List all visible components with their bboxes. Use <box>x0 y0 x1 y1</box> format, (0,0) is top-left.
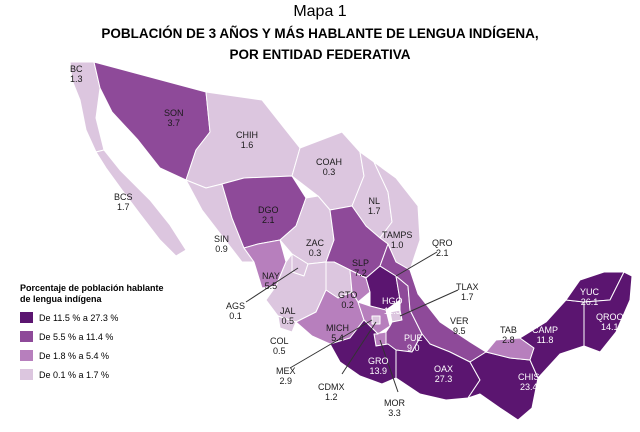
map-legend: Porcentaje de población hablante de leng… <box>20 283 170 381</box>
state-label-ver: VER 9.5 <box>450 316 469 336</box>
legend-label: De 11.5 % a 27.3 % <box>39 312 119 323</box>
state-label-col: COL 0.5 <box>270 336 289 356</box>
state-label-gto: GTO 0.2 <box>338 290 358 310</box>
state-label-gro: GRO 13.9 <box>368 356 389 376</box>
state-label-zac: ZAC 0.3 <box>306 238 324 258</box>
state-shape-col <box>277 315 297 333</box>
state-label-yuc: YUC 26.1 <box>580 287 600 307</box>
state-label-tab: TAB 2.8 <box>500 325 517 345</box>
state-label-coah: COAH 0.3 <box>316 157 343 177</box>
legend-swatch <box>20 331 33 342</box>
state-label-camp: CAMP 11.8 <box>532 325 559 345</box>
map-title-line1: POBLACIÓN DE 3 AÑOS Y MÁS HABLANTE DE LE… <box>101 26 539 41</box>
state-shape-qro <box>349 269 371 303</box>
leader-lines <box>245 251 459 393</box>
state-label-chih: CHIH 1.6 <box>236 130 258 150</box>
state-label-dgo: DGO 2.1 <box>258 205 279 225</box>
state-label-hgo: HGO 11.5 <box>382 296 403 316</box>
state-label-son: SON 3.7 <box>164 108 184 128</box>
legend-item: De 5.5 % a 11.4 % <box>20 330 170 343</box>
state-shape-camp <box>519 299 585 379</box>
state-label-qro: QRO 2.1 <box>432 238 453 258</box>
state-label-jal: JAL 0.5 <box>280 306 296 326</box>
state-label-tlax: TLAX 1.7 <box>456 282 479 302</box>
state-label-mor: MOR 3.3 <box>384 398 405 418</box>
state-label-bcs: BCS 1.7 <box>114 192 133 212</box>
legend-item: De 0.1 % a 1.7 % <box>20 368 170 381</box>
state-label-nay: NAY 5.5 <box>262 271 280 291</box>
state-label-oax: OAX 27.3 <box>434 364 454 384</box>
legend-item: De 1.8 % a 5.4 % <box>20 349 170 362</box>
state-label-bc: BC 1.3 <box>70 64 83 84</box>
state-label-qroo: QROO 14.1 <box>596 312 624 332</box>
map-number: Mapa 1 <box>293 3 347 20</box>
state-shape-qroo <box>583 271 633 353</box>
legend-swatch <box>20 369 33 380</box>
state-label-ags: AGS 0.1 <box>226 301 246 321</box>
state-label-nl: NL 1.7 <box>368 196 381 216</box>
state-label-mich: MICH 5.4 <box>326 323 349 343</box>
legend-label: De 1.8 % a 5.4 % <box>39 350 110 361</box>
state-shape-gro <box>329 319 397 385</box>
state-label-pue: PUE 9.0 <box>404 333 423 353</box>
state-label-cdmx: CDMX 1.2 <box>318 382 345 402</box>
state-label-tamps: TAMPS 1.0 <box>382 230 413 250</box>
state-label-sin: SIN 0.9 <box>214 234 230 254</box>
legend-swatch <box>20 350 33 361</box>
state-shape-bcs <box>95 149 187 257</box>
state-label-slp: SLP 7.2 <box>352 258 370 278</box>
legend-title: Porcentaje de población hablante de leng… <box>20 283 164 304</box>
legend-item: De 11.5 % a 27.3 % <box>20 311 170 324</box>
legend-label: De 5.5 % a 11.4 % <box>39 331 114 342</box>
state-label-chis: CHIS 23.4 <box>518 372 540 392</box>
map-title-line2: POR ENTIDAD FEDERATIVA <box>229 47 411 62</box>
state-label-mex: MEX 2.9 <box>276 366 296 386</box>
legend-swatch <box>20 312 33 323</box>
state-shape-cdmx <box>371 315 381 325</box>
legend-label: De 0.1 % a 1.7 % <box>39 369 110 380</box>
